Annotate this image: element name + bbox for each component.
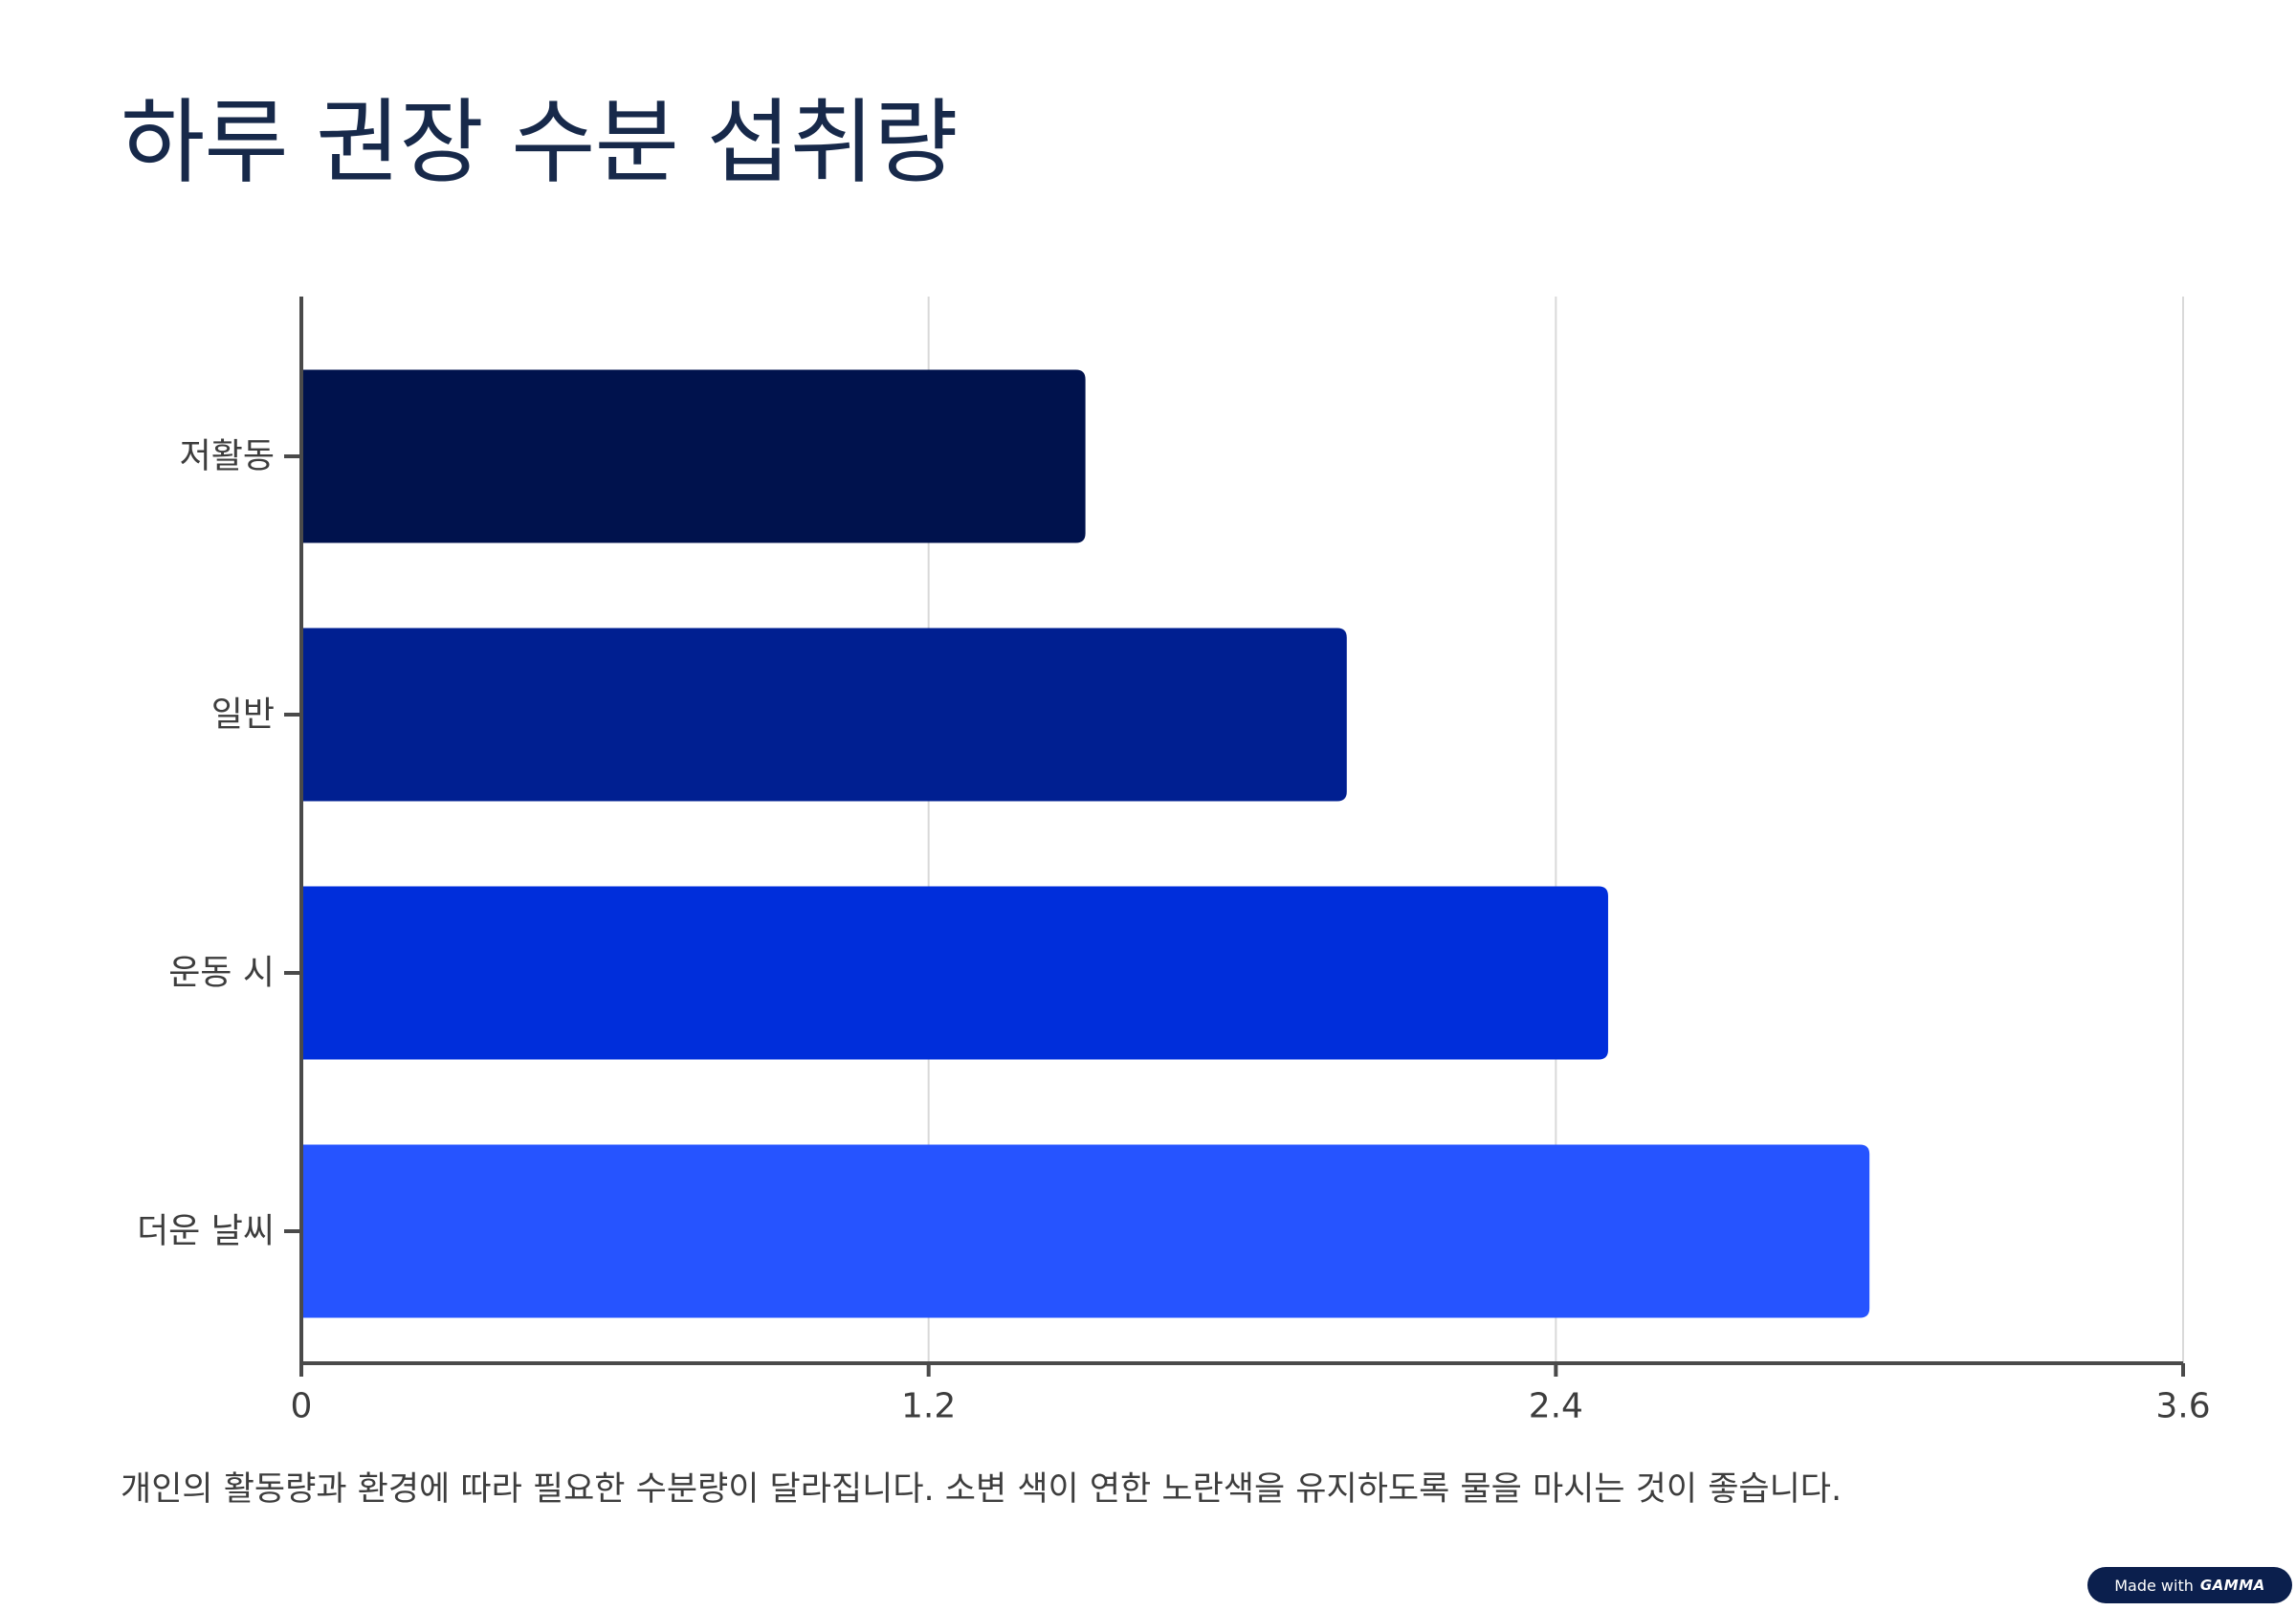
x-tick-label-3: 3.6 (2155, 1387, 2210, 1426)
y-tick-label-1: 저활동 (180, 437, 275, 476)
y-tick-label-4: 더운 날씨 (137, 1212, 275, 1251)
badge-label: Made with (2114, 1576, 2194, 1595)
x-tick-label-1: 1.2 (901, 1387, 956, 1426)
y-tick-label-3: 운동 시 (168, 954, 275, 993)
bar-3 (301, 886, 1608, 1060)
axes (284, 297, 2185, 1377)
bars (301, 369, 1870, 1318)
bar-1 (301, 369, 1086, 543)
x-tick-label-0: 0 (291, 1387, 313, 1426)
page-title: 하루 권장 수분 섭취량 (121, 89, 958, 196)
y-tick-label-2: 일반 (211, 695, 275, 735)
chart-caption: 개인의 활동량과 환경에 따라 필요한 수분량이 달라집니다. 소변 색이 연한… (121, 1470, 1843, 1509)
x-tick-label-2: 2.4 (1529, 1387, 1583, 1426)
gamma-logo: GAMMA (2199, 1577, 2265, 1594)
bar-4 (301, 1144, 1870, 1318)
bar-2 (301, 628, 1347, 802)
made-with-gamma-badge[interactable]: Made with GAMMA (2087, 1567, 2292, 1603)
